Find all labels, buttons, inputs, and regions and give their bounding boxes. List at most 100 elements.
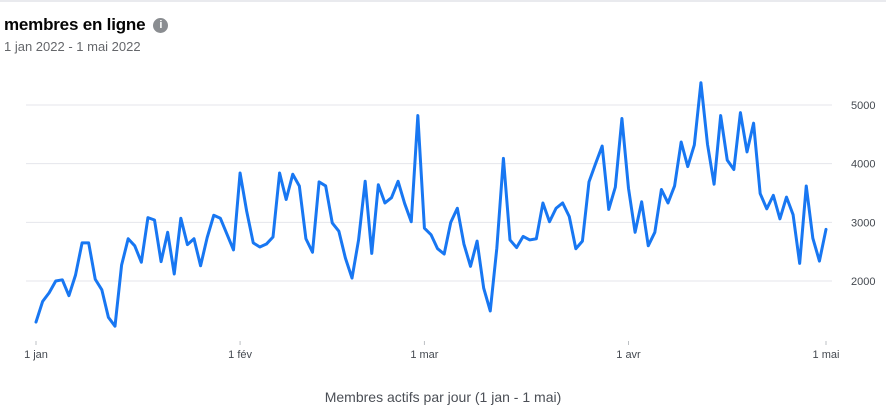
data-point	[705, 141, 711, 147]
data-point	[487, 308, 493, 314]
header: membres en ligne i	[4, 15, 169, 35]
x-axis: 1 jan 1 fév 1 mar 1 avr 1 mai	[24, 341, 839, 361]
chart: 2000 3000 4000 5000 1 jan 1 fév 1 mar 1 avr 1 m…	[24, 80, 875, 361]
data-point	[718, 113, 724, 119]
data-point	[73, 272, 79, 278]
data-point	[823, 226, 829, 232]
data-point	[593, 161, 599, 167]
data-point	[533, 236, 539, 242]
data-point	[448, 219, 454, 225]
data-point	[606, 206, 612, 212]
data-point	[362, 178, 368, 184]
data-point	[198, 263, 204, 269]
data-point	[171, 271, 177, 277]
grid	[26, 104, 832, 282]
data-point	[263, 241, 269, 247]
data-point	[105, 314, 111, 320]
data-point	[277, 170, 283, 176]
data-point	[737, 110, 743, 116]
info-icon[interactable]: i	[153, 17, 169, 33]
data-point	[257, 244, 263, 250]
data-point	[586, 179, 592, 185]
data-point	[415, 113, 421, 119]
data-point	[217, 215, 223, 221]
data-point	[731, 167, 737, 173]
data-point	[790, 212, 796, 218]
data-point	[612, 184, 618, 190]
data-point	[145, 215, 151, 221]
data-point	[165, 229, 171, 235]
data-point	[119, 262, 125, 268]
data-point	[244, 208, 250, 214]
data-point	[53, 278, 59, 284]
data-point	[316, 179, 322, 185]
data-point	[204, 235, 210, 241]
data-point	[86, 240, 92, 246]
data-point	[797, 260, 803, 266]
data-point	[751, 120, 757, 126]
data-point	[329, 220, 335, 226]
chart-caption: Membres actifs par jour (1 jan - 1 mai)	[324, 389, 562, 405]
data-point	[626, 185, 632, 191]
data-point	[336, 228, 342, 234]
y-tick-label: 5000	[851, 100, 875, 112]
data-point	[402, 201, 408, 207]
data-point	[66, 293, 72, 299]
data-point	[454, 205, 460, 211]
data-point	[112, 323, 118, 329]
data-point	[711, 181, 717, 187]
data-point	[579, 238, 585, 244]
data-point	[283, 196, 289, 202]
data-point	[237, 170, 243, 176]
data-point	[231, 247, 237, 253]
data-point	[441, 251, 447, 257]
data-point	[79, 240, 85, 246]
data-point	[468, 263, 474, 269]
data-point	[428, 232, 434, 238]
data-point	[296, 183, 302, 189]
y-tick-label: 2000	[851, 276, 875, 288]
data-point	[698, 80, 704, 86]
data-point	[158, 259, 164, 265]
data-point	[639, 199, 645, 205]
data-point	[184, 242, 190, 248]
page-title: membres en ligne	[4, 15, 146, 34]
data-point	[652, 229, 658, 235]
data-point	[191, 236, 197, 242]
data-point	[784, 194, 790, 200]
data-point	[290, 171, 296, 177]
data-point	[303, 236, 309, 242]
data-point	[816, 258, 822, 264]
top-divider	[0, 0, 886, 2]
data-point	[178, 215, 184, 221]
data-point	[349, 275, 355, 281]
data-point	[770, 192, 776, 198]
data-point	[92, 276, 98, 282]
x-tick-label: 1 avr	[616, 349, 641, 361]
data-point	[494, 245, 500, 251]
x-tick-label: 1 fév	[228, 349, 252, 361]
data-point	[46, 290, 52, 296]
data-point	[520, 233, 526, 239]
data-point	[599, 143, 605, 149]
data-point	[474, 238, 480, 244]
series-line	[34, 81, 828, 328]
x-tick-label: 1 mar	[410, 349, 438, 361]
date-range-label: 1 jan 2022 - 1 mai 2022	[4, 39, 141, 54]
data-point	[547, 219, 553, 225]
data-point	[356, 237, 362, 243]
data-point	[507, 237, 513, 243]
data-point	[152, 217, 158, 223]
data-point	[33, 319, 39, 325]
series-layer	[33, 80, 829, 329]
data-point	[514, 245, 520, 251]
data-point	[342, 255, 348, 261]
data-point	[138, 259, 144, 265]
data-point	[810, 235, 816, 241]
data-point	[481, 285, 487, 291]
data-point	[803, 183, 809, 189]
data-point	[125, 236, 131, 242]
data-point	[59, 277, 65, 283]
data-point	[540, 200, 546, 206]
data-point	[99, 287, 105, 293]
